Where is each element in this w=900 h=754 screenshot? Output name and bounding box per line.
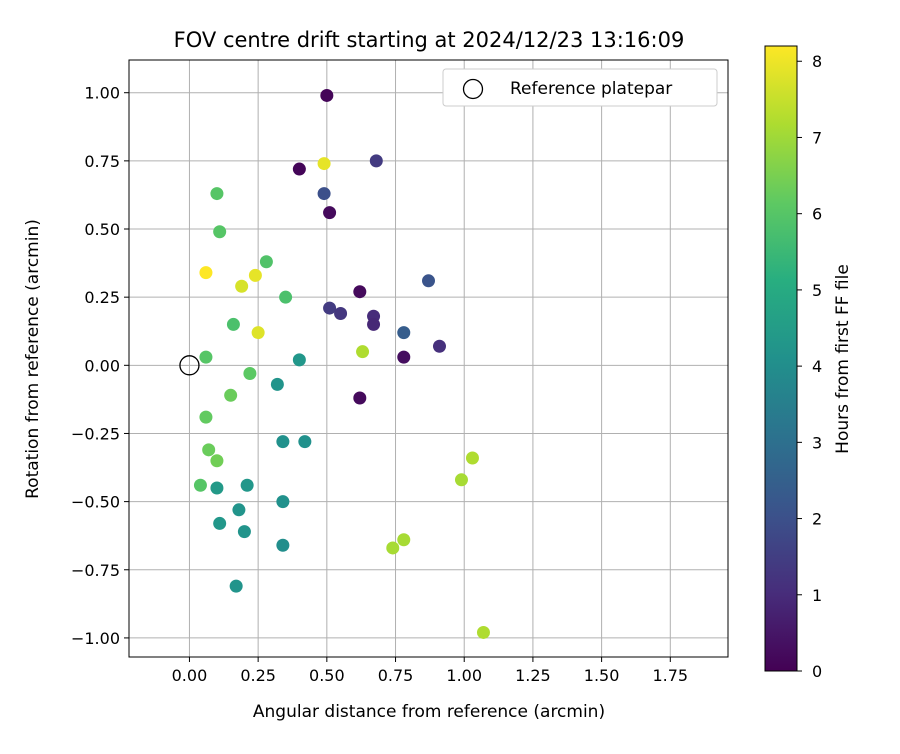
x-tick-label: 0.25 <box>240 666 276 685</box>
legend-box <box>442 68 718 107</box>
data-point <box>226 317 240 331</box>
y-tick-label: −1.00 <box>71 629 120 648</box>
colorbar-tick-label: 1 <box>812 586 822 605</box>
data-point <box>259 255 273 269</box>
data-point <box>251 326 265 340</box>
x-tick-label: 1.50 <box>584 666 620 685</box>
data-point <box>353 391 367 405</box>
data-point <box>367 317 381 331</box>
data-point <box>270 377 284 391</box>
data-point <box>276 435 290 449</box>
data-point <box>224 388 238 402</box>
data-point <box>334 307 348 321</box>
colorbar-tick-label: 6 <box>812 205 822 224</box>
data-point <box>465 451 479 465</box>
colorbar-tick-label: 5 <box>812 281 822 300</box>
data-point <box>237 525 251 539</box>
chart-title: FOV centre drift starting at 2024/12/23 … <box>174 28 685 52</box>
data-point <box>292 162 306 176</box>
y-tick-label: 1.00 <box>84 84 120 103</box>
data-point <box>432 339 446 353</box>
y-tick-label: −0.50 <box>71 493 120 512</box>
data-point <box>292 353 306 367</box>
data-point <box>199 410 213 424</box>
data-point <box>369 154 383 168</box>
data-point <box>276 495 290 509</box>
x-axis-ticks: 0.00 0.25 0.50 0.75 1.00 1.25 1.50 1.75 <box>172 657 688 685</box>
x-tick-label: 0.00 <box>172 666 208 685</box>
colorbar-tick-label: 8 <box>812 52 822 71</box>
data-point <box>317 157 331 171</box>
data-point <box>356 345 370 359</box>
plot-frame <box>128 59 729 658</box>
data-point <box>386 541 400 555</box>
data-point <box>213 225 227 239</box>
x-tick-label: 1.75 <box>652 666 688 685</box>
data-point <box>235 279 249 293</box>
colorbar-tick-label: 7 <box>812 128 822 147</box>
data-point <box>213 516 227 530</box>
colorbar-label: Hours from first FF file <box>833 264 853 454</box>
colorbar-tick-label: 4 <box>812 357 822 376</box>
y-axis-ticks: 1.00 0.75 0.50 0.25 0.00 −0.25 −0.50 −0.75 −1.00 <box>71 84 129 648</box>
data-point <box>229 579 243 593</box>
grid <box>129 60 728 657</box>
data-point <box>323 301 337 315</box>
data-point <box>397 350 411 364</box>
data-point <box>422 274 435 288</box>
data-point <box>210 454 224 468</box>
x-axis-label: Angular distance from reference (arcmin) <box>253 702 605 722</box>
reference-point-layer <box>179 355 200 376</box>
data-point <box>199 350 213 364</box>
data-point <box>397 533 411 547</box>
y-tick-label: −0.25 <box>71 424 120 443</box>
data-point <box>193 478 207 492</box>
colorbar-tick-label: 2 <box>812 510 822 529</box>
colorbar: 0 1 2 3 4 5 6 7 8 Hours from first FF file <box>764 45 853 681</box>
data-point <box>276 538 290 552</box>
data-points <box>193 88 490 639</box>
reference-platepar-marker <box>179 355 200 376</box>
data-point <box>476 625 490 639</box>
y-tick-label: 0.00 <box>84 356 120 375</box>
colorbar-gradient <box>764 45 798 672</box>
data-point <box>240 478 254 492</box>
data-point <box>279 290 293 304</box>
data-point <box>454 473 468 487</box>
x-tick-label: 0.75 <box>378 666 414 685</box>
y-tick-label: 0.50 <box>84 220 120 239</box>
data-point <box>202 443 216 457</box>
data-point <box>320 88 334 102</box>
colorbar-tick-label: 3 <box>812 433 822 452</box>
legend-label-reference: Reference platepar <box>510 79 672 99</box>
data-point <box>199 266 213 280</box>
y-tick-label: 0.25 <box>84 288 120 307</box>
y-tick-label: −0.75 <box>71 561 120 580</box>
data-point <box>248 268 262 282</box>
x-tick-label: 0.50 <box>309 666 345 685</box>
colorbar-tick-label: 0 <box>812 662 822 681</box>
data-point <box>317 187 331 201</box>
y-axis-label: Rotation from reference (arcmin) <box>23 219 43 499</box>
data-point <box>232 503 246 517</box>
data-point <box>210 187 224 201</box>
data-point <box>397 326 411 340</box>
y-tick-label: 0.75 <box>84 152 120 171</box>
x-tick-label: 1.00 <box>446 666 482 685</box>
colorbar-ticks: 0 1 2 3 4 5 6 7 8 <box>797 52 822 681</box>
legend-marker-reference <box>462 78 484 100</box>
data-point <box>323 206 337 220</box>
x-tick-label: 1.25 <box>515 666 551 685</box>
data-point <box>298 435 312 449</box>
data-point <box>353 285 367 299</box>
data-point <box>210 481 224 495</box>
data-point <box>243 366 257 380</box>
legend: Reference platepar <box>442 68 718 107</box>
